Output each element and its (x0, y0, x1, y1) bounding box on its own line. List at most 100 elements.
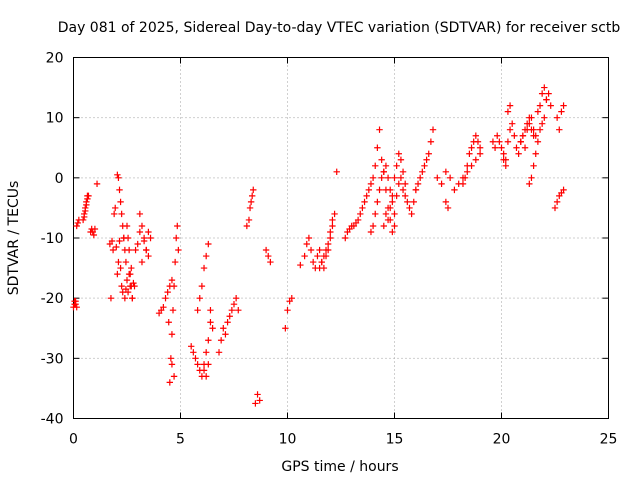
grid-lines (73, 57, 609, 419)
data-point (395, 150, 402, 157)
data-point (320, 252, 328, 260)
data-point (119, 288, 126, 296)
data-point (560, 186, 567, 194)
data-point (354, 216, 362, 224)
data-point (451, 186, 458, 194)
data-point (235, 307, 242, 314)
data-point (329, 216, 336, 224)
data-point (553, 198, 561, 206)
data-point (374, 198, 381, 206)
data-point (541, 114, 548, 121)
x-axis-label: GPS time / hours (281, 459, 398, 475)
data-point (551, 204, 559, 212)
data-point (209, 325, 216, 332)
data-point (123, 222, 131, 230)
data-points (70, 84, 567, 407)
data-point (124, 288, 132, 296)
data-point (517, 138, 524, 145)
data-point (116, 237, 123, 245)
data-point (357, 210, 364, 218)
data-point (511, 132, 518, 139)
data-point (558, 108, 565, 115)
y-tick-label: -20 (41, 291, 64, 307)
data-point (506, 102, 514, 109)
data-point (297, 261, 304, 269)
data-point (114, 270, 121, 278)
data-point (425, 150, 432, 157)
data-point (168, 276, 176, 284)
data-point (168, 361, 176, 368)
data-point (434, 174, 441, 182)
data-point (73, 303, 80, 311)
data-point (220, 325, 227, 332)
data-point (391, 174, 398, 182)
data-point (173, 234, 180, 242)
data-point (468, 144, 475, 151)
data-point (196, 294, 203, 302)
data-point (247, 198, 255, 206)
data-point (250, 186, 257, 194)
data-point (112, 204, 119, 212)
data-point (534, 108, 542, 115)
data-point (410, 198, 417, 206)
data-point (414, 180, 422, 188)
data-point (438, 180, 445, 188)
data-point (207, 319, 214, 326)
data-point (378, 174, 385, 182)
y-tick-label: 20 (46, 51, 64, 67)
data-point (265, 252, 272, 260)
data-point (387, 204, 394, 212)
data-point (389, 198, 396, 206)
x-tick-label: 5 (176, 432, 185, 448)
data-point (190, 349, 197, 356)
data-point (307, 246, 315, 254)
data-point (504, 138, 512, 145)
data-point (123, 276, 131, 284)
data-point (363, 192, 370, 200)
data-point (205, 361, 212, 368)
data-point (459, 180, 467, 188)
data-point (545, 90, 552, 97)
data-point (372, 162, 379, 169)
data-point (427, 138, 435, 145)
data-point (476, 150, 484, 157)
data-point (553, 114, 561, 121)
data-point (254, 391, 261, 398)
data-point (494, 132, 501, 139)
data-point (391, 210, 398, 218)
data-point (419, 168, 426, 176)
data-point (532, 132, 539, 139)
data-point (421, 162, 428, 169)
data-point (145, 228, 152, 236)
data-point (391, 222, 398, 230)
data-point (200, 264, 208, 272)
data-point (500, 156, 507, 163)
data-point (374, 144, 381, 151)
data-point (367, 228, 375, 236)
data-point (543, 96, 550, 103)
data-point (228, 307, 236, 314)
data-point (91, 225, 99, 233)
data-point (397, 156, 405, 163)
data-point (402, 192, 409, 200)
data-point (114, 171, 121, 179)
data-point (464, 168, 471, 176)
data-point (117, 264, 124, 272)
data-point (169, 307, 177, 314)
data-point (217, 337, 225, 344)
data-point (202, 349, 210, 356)
data-point (125, 246, 133, 254)
data-point (202, 252, 210, 260)
data-point (333, 168, 340, 176)
data-point (412, 186, 420, 194)
data-point (71, 297, 78, 305)
data-point (429, 126, 437, 133)
data-point (560, 102, 567, 109)
data-point (138, 258, 146, 266)
data-point (79, 216, 87, 224)
data-point (122, 258, 130, 266)
data-point (380, 168, 387, 176)
data-point (489, 138, 497, 145)
data-point (166, 379, 173, 386)
data-point (128, 282, 135, 290)
